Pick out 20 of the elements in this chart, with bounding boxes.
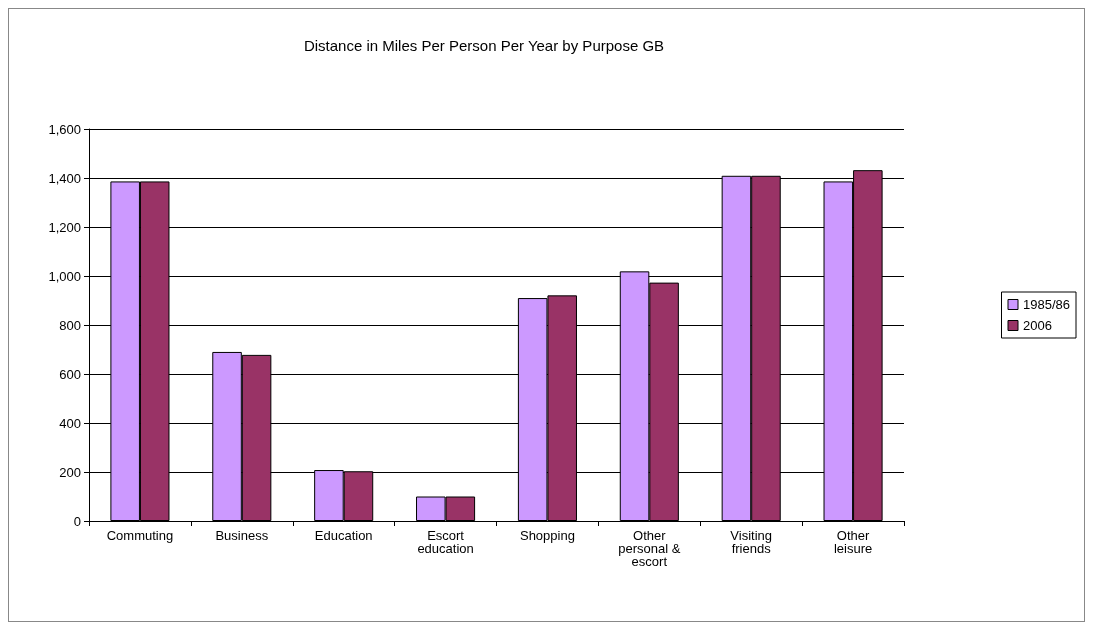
x-tick-label: Education bbox=[314, 528, 373, 543]
y-tick-label: 600 bbox=[59, 366, 81, 382]
y-tick-label: 400 bbox=[59, 415, 81, 431]
x-tick-label: Escort education bbox=[417, 528, 474, 556]
y-tick-label: 1,600 bbox=[48, 121, 81, 137]
y-tick-label: 1,200 bbox=[48, 219, 81, 235]
chart-title: Distance in Miles Per Person Per Year by Purpose GB bbox=[303, 37, 665, 54]
y-tick-label: 1,000 bbox=[48, 268, 81, 284]
x-tick-label: Other personal & escort bbox=[618, 528, 681, 569]
x-tick-label: Visiting friends bbox=[730, 528, 773, 556]
x-tick-label: Other leisure bbox=[833, 528, 873, 556]
y-tick-label: 800 bbox=[59, 317, 81, 333]
y-tick-label: 0 bbox=[73, 513, 81, 529]
y-tick-label: 1,400 bbox=[48, 170, 81, 186]
x-tick-label: Commuting bbox=[106, 528, 174, 543]
x-tick-label: Business bbox=[215, 528, 269, 543]
y-tick-label: 200 bbox=[59, 464, 81, 480]
legend-label: 2006 bbox=[1023, 318, 1052, 333]
x-tick-label: Shopping bbox=[519, 528, 575, 543]
legend-label: 1985/86 bbox=[1023, 297, 1071, 312]
